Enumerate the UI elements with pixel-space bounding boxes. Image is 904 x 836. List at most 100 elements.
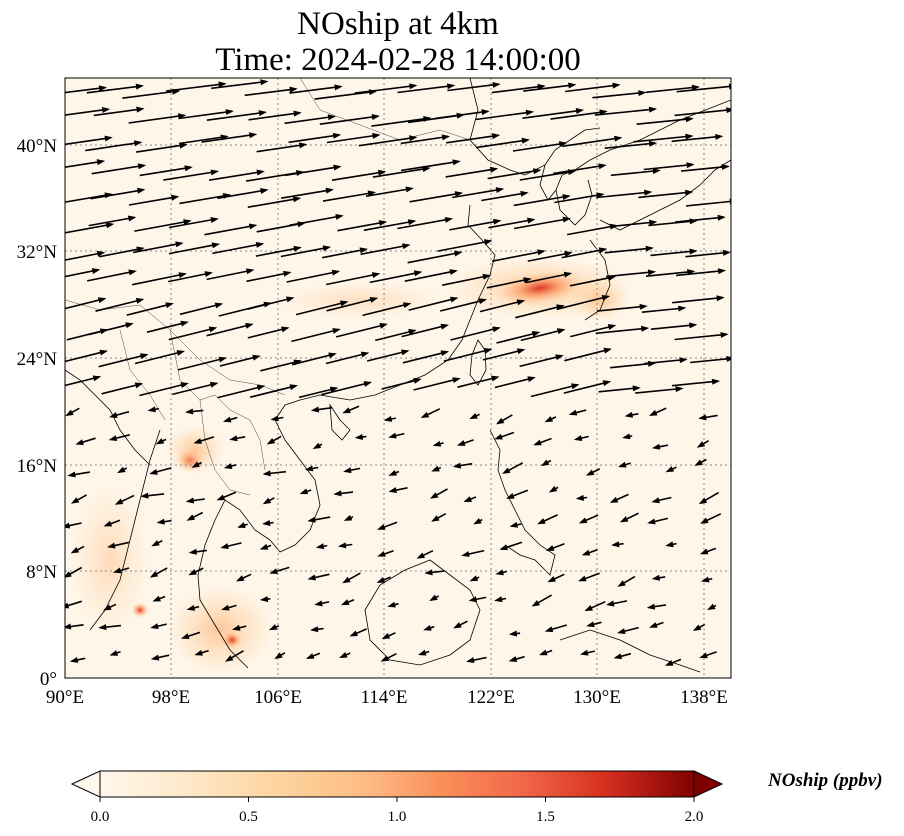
wind-arrowhead <box>580 649 589 656</box>
wind-arrowhead <box>506 493 515 499</box>
wind-arrow <box>65 297 105 310</box>
wind-arrowhead <box>494 596 503 603</box>
wind-arrowhead <box>186 604 196 611</box>
wind-vectors <box>65 79 731 666</box>
wind-arrow <box>90 189 144 200</box>
wind-arrowhead <box>699 548 709 555</box>
colorbar-tick-label: 2.0 <box>685 809 704 825</box>
wind-arrow <box>674 333 727 341</box>
wind-arrow <box>87 270 136 282</box>
wind-arrowhead <box>689 248 698 255</box>
wind-arrowhead <box>537 249 546 256</box>
wind-arrowhead <box>349 630 359 637</box>
wind-arrow <box>644 358 686 365</box>
wind-arrow <box>650 250 696 257</box>
wind-arrow <box>206 269 253 281</box>
wind-arrowhead <box>508 630 518 637</box>
wind-arrow <box>65 223 113 234</box>
wind-arrow <box>598 387 639 393</box>
wind-arrow <box>400 135 449 145</box>
wind-arrow <box>522 109 583 119</box>
wind-arrowhead <box>722 249 731 256</box>
wind-arrowhead <box>527 217 536 224</box>
wind-arrowhead <box>388 487 397 494</box>
wind-arrowhead <box>699 652 708 659</box>
wind-arrowhead <box>492 326 501 333</box>
wind-arrow <box>609 221 656 228</box>
colorbar-title: NOship (ppbv) <box>768 770 883 791</box>
wind-arrowhead <box>107 542 116 549</box>
wind-arrow <box>289 85 341 94</box>
wind-arrowhead <box>484 239 493 246</box>
wind-arrowhead <box>156 518 165 525</box>
wind-arrowhead <box>492 218 502 225</box>
wind-arrow <box>645 270 694 277</box>
wind-arrow <box>354 84 416 94</box>
wind-arrowhead <box>204 271 213 278</box>
wind-arrowhead <box>675 386 684 393</box>
wind-arrow <box>596 191 651 199</box>
wind-arrow <box>206 323 252 337</box>
colorbar-gradient <box>99 770 695 798</box>
wind-arrowhead <box>664 660 674 666</box>
wind-arrow <box>314 90 376 100</box>
wind-arrowhead <box>424 569 433 576</box>
wind-arrowhead <box>707 603 716 611</box>
wind-arrowhead <box>104 135 113 142</box>
wind-arrow <box>452 188 503 199</box>
wind-arrowhead <box>520 190 529 197</box>
wind-arrowhead <box>568 409 578 416</box>
wind-arrowhead <box>603 347 612 354</box>
wind-arrowhead <box>180 633 190 639</box>
wind-arrow <box>409 192 462 203</box>
wind-arrow <box>435 110 488 120</box>
wind-arrow <box>322 191 375 202</box>
wind-arrowhead <box>563 271 573 278</box>
wind-arrow <box>523 84 575 92</box>
wind-arrowhead <box>255 241 265 248</box>
wind-arrowhead <box>371 114 380 120</box>
wind-arrowhead <box>645 245 654 252</box>
wind-arrowhead <box>469 575 479 582</box>
lon-tick-label: 106°E <box>254 687 302 708</box>
wind-arrow <box>146 321 188 333</box>
wind-arrow <box>319 115 379 125</box>
wind-arrowhead <box>117 466 126 474</box>
wind-arrow <box>85 141 141 152</box>
wind-arrow <box>397 84 454 94</box>
wind-arrow <box>98 353 147 368</box>
wind-arrowhead <box>598 163 607 170</box>
wind-arrowhead <box>188 569 197 576</box>
wind-arrow <box>633 135 692 143</box>
wind-arrow <box>604 142 656 149</box>
wind-arrowhead <box>449 296 459 303</box>
wind-arrowhead <box>405 186 414 193</box>
wind-arrow <box>641 307 685 313</box>
wind-arrowhead <box>304 465 314 472</box>
wind-arrowhead <box>400 349 410 356</box>
wind-arrowhead <box>571 383 580 390</box>
wind-arrowhead <box>685 116 694 123</box>
wind-arrowhead <box>270 415 279 422</box>
lat-tick-label: 16°N <box>17 456 58 477</box>
wind-arrow <box>562 137 621 148</box>
wind-arrowhead <box>686 162 695 169</box>
wind-arrow <box>479 300 524 313</box>
wind-arrow <box>520 328 564 342</box>
wind-arrowhead <box>246 268 255 275</box>
wind-arrow <box>65 193 112 203</box>
wind-arrowhead <box>299 488 309 495</box>
wind-arrow <box>672 296 723 304</box>
wind-arrow <box>360 244 409 256</box>
lon-tick-label: 138°E <box>680 687 728 708</box>
colorbar-tick-label: 0.0 <box>91 809 110 825</box>
wind-arrowhead <box>216 494 226 501</box>
wind-arrowhead <box>180 320 189 327</box>
wind-arrowhead <box>343 514 353 521</box>
wind-arrowhead <box>644 189 653 196</box>
wind-arrow <box>604 247 652 254</box>
wind-arrowhead <box>446 83 456 90</box>
wind-arrowhead <box>717 268 727 275</box>
wind-arrowhead <box>602 380 612 387</box>
wind-arrow <box>554 193 603 204</box>
